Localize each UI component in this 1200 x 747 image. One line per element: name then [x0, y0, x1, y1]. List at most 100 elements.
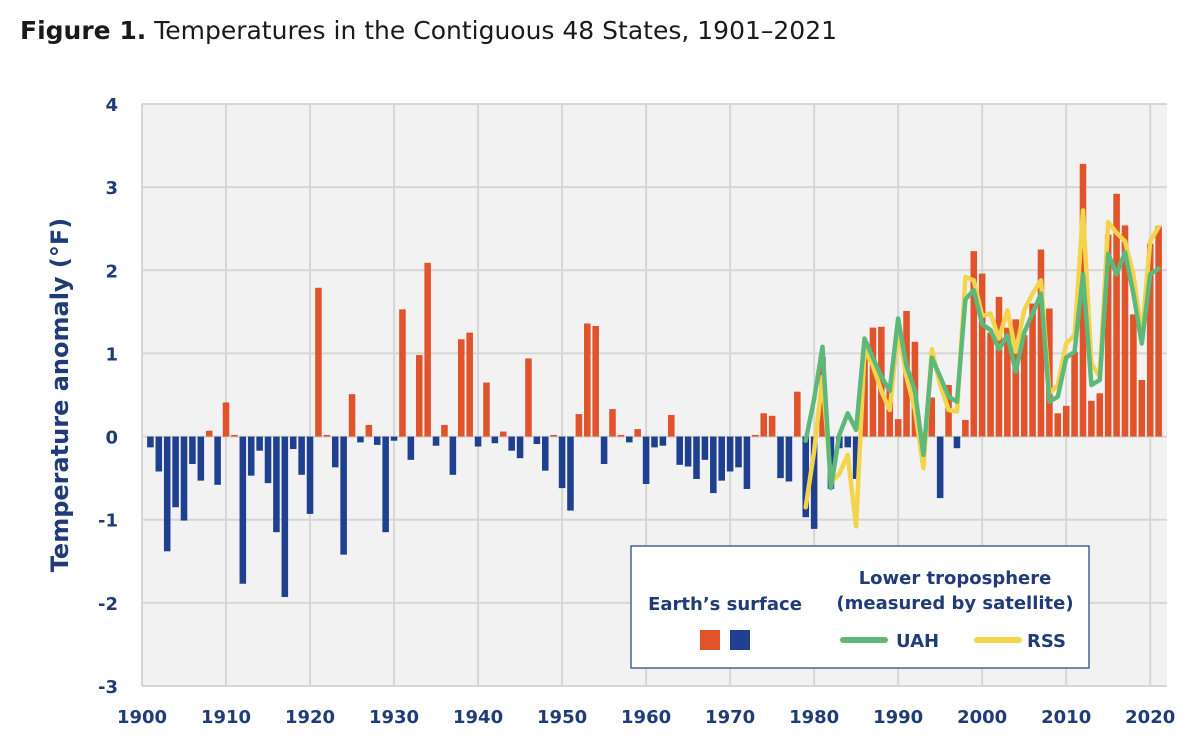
surface-bar — [1012, 319, 1020, 437]
surface-bar — [340, 436, 347, 555]
surface-bar — [1146, 243, 1154, 437]
surface-bar — [365, 424, 373, 437]
surface-bar — [357, 436, 364, 443]
x-tick-label: 1910 — [201, 707, 251, 728]
surface-bar — [264, 436, 272, 484]
surface-bar — [155, 436, 163, 472]
surface-bar — [449, 436, 457, 475]
surface-bar — [399, 309, 406, 437]
surface-bar — [626, 436, 633, 443]
surface-bar — [676, 436, 683, 465]
surface-bar — [180, 436, 188, 521]
surface-bar — [147, 436, 154, 448]
surface-bar — [710, 436, 717, 494]
surface-bar — [457, 339, 465, 437]
x-tick-label: 1970 — [705, 707, 755, 728]
surface-bar — [508, 436, 515, 451]
surface-bar — [970, 251, 978, 437]
surface-bar — [995, 296, 1003, 437]
surface-bar — [852, 436, 860, 479]
y-tick-label: -2 — [98, 594, 118, 615]
surface-bar — [575, 414, 583, 437]
legend-lt-title-2: (measured by satellite) — [836, 593, 1073, 614]
surface-bar — [869, 327, 877, 437]
surface-bar — [205, 430, 213, 437]
surface-bar — [415, 355, 423, 437]
surface-bar — [172, 436, 179, 508]
surface-bar — [962, 419, 969, 437]
y-tick-label: 4 — [105, 95, 118, 116]
surface-bar — [1029, 303, 1036, 437]
x-tick-labels: 1900 1910 1920 1930 1940 1950 1960 1970 1980 1990… — [117, 707, 1175, 728]
surface-bar — [1121, 225, 1129, 437]
surface-bar — [550, 434, 557, 437]
surface-bar — [239, 436, 247, 584]
surface-bar — [315, 287, 322, 437]
surface-bar — [231, 434, 238, 437]
satellite-lines — [803, 208, 1161, 529]
surface-bar — [936, 436, 944, 499]
surface-bar — [794, 391, 801, 437]
surface-bar — [474, 436, 482, 447]
surface-bar — [323, 434, 331, 437]
surface-bar — [499, 431, 507, 437]
surface-bar — [668, 414, 675, 437]
surface-bar — [810, 436, 818, 529]
surface-bar — [483, 382, 490, 437]
surface-bar — [844, 436, 852, 448]
surface-bar — [701, 436, 709, 460]
surface-bar — [1096, 393, 1104, 437]
surface-bar — [256, 436, 263, 451]
x-tick-label: 1950 — [537, 707, 587, 728]
surface-bar — [1037, 249, 1045, 437]
legend-warm-swatch — [700, 630, 720, 650]
surface-bar — [928, 397, 936, 437]
legend-uah-label: UAH — [896, 631, 939, 652]
surface-bar — [1113, 193, 1120, 437]
y-tick-label: 3 — [105, 178, 118, 199]
x-tick-label: 1960 — [621, 707, 671, 728]
surface-bar — [953, 436, 961, 449]
figure-title: Figure 1. Temperatures in the Contiguous… — [20, 16, 837, 45]
x-tick-label: 1920 — [285, 707, 335, 728]
surface-bar — [281, 436, 289, 598]
surface-bar — [659, 436, 667, 446]
surface-bar — [373, 436, 381, 445]
legend-cool-swatch — [730, 630, 750, 650]
x-tick-label: 2020 — [1125, 707, 1175, 728]
uah-line — [803, 249, 1161, 491]
x-tick-label: 2010 — [1041, 707, 1091, 728]
surface-bar — [693, 436, 700, 479]
surface-bar — [1155, 226, 1162, 437]
x-tick-label: 1940 — [453, 707, 503, 728]
surface-bar — [1004, 327, 1011, 437]
surface-bar — [634, 429, 641, 437]
surface-bar — [760, 413, 767, 437]
surface-bar — [642, 436, 650, 484]
y-tick-label: 2 — [105, 261, 118, 282]
surface-bar — [516, 436, 524, 459]
surface-bar — [533, 436, 541, 445]
surface-bar — [651, 436, 658, 448]
surface-bar — [743, 436, 751, 489]
surface-bar — [718, 436, 725, 481]
y-tick-label: -1 — [98, 511, 118, 532]
surface-bar — [978, 273, 986, 437]
surface-bar — [466, 332, 473, 437]
surface-bar — [777, 436, 784, 479]
surface-bar — [987, 332, 994, 437]
surface-bar — [348, 394, 356, 437]
y-tick-labels: 4 3 2 1 0 -1 -2 -3 — [98, 95, 118, 698]
surface-bar — [878, 326, 885, 437]
legend-lt-title-1: Lower troposphere — [859, 568, 1052, 589]
figure-title-text: Temperatures in the Contiguous 48 States… — [154, 16, 837, 45]
surface-bar — [609, 409, 616, 437]
surface-bar — [197, 436, 205, 481]
surface-bar — [802, 436, 810, 518]
surface-bar — [390, 436, 398, 441]
surface-bar — [1104, 234, 1112, 437]
legend-rss-label: RSS — [1027, 631, 1066, 652]
figure-label: Figure 1. — [20, 16, 147, 45]
y-tick-label: 0 — [105, 428, 118, 449]
surface-bar — [584, 323, 591, 437]
